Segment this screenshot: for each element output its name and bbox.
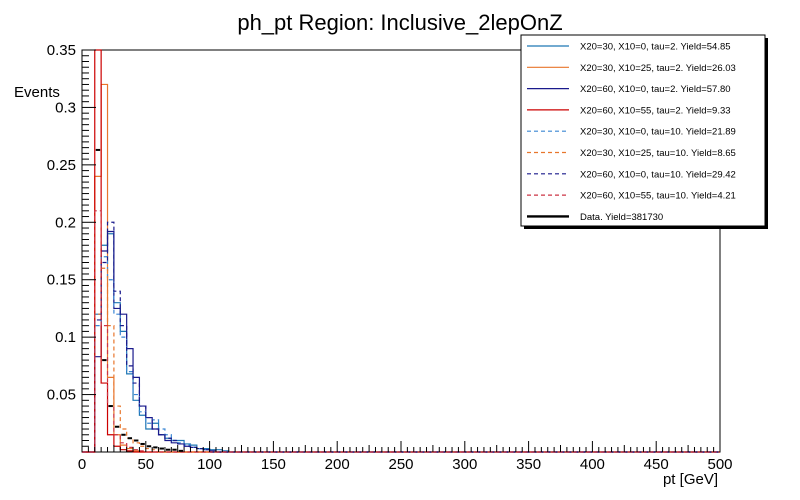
chart-title: ph_pt Region: Inclusive_2lepOnZ [237, 10, 562, 35]
x-tick-label: 350 [516, 456, 541, 473]
x-tick-label: 300 [452, 456, 477, 473]
x-tick-label: 400 [580, 456, 605, 473]
y-tick-label: 0.35 [47, 42, 76, 59]
series-8-histogram [82, 210, 720, 453]
legend-label: X20=30, X10=0, tau=2. Yield=54.85 [580, 42, 731, 53]
series-1-histogram [82, 233, 720, 453]
legend-label: X20=30, X10=25, tau=10. Yield=8.65 [580, 148, 736, 159]
data-points-layer [95, 148, 184, 452]
x-tick-label: 500 [707, 456, 732, 473]
x-tick-label: 450 [644, 456, 669, 473]
y-tick-label: 0.25 [47, 157, 76, 174]
legend-label: X20=60, X10=0, tau=10. Yield=29.42 [580, 169, 736, 180]
y-tick-label: 0.15 [47, 272, 76, 289]
legend: X20=30, X10=0, tau=2. Yield=54.85 X20=30,… [520, 34, 768, 229]
series-3-histogram [82, 230, 720, 453]
series-7-histogram [82, 221, 720, 453]
y-tick-label: 0.3 [55, 99, 76, 116]
x-axis-label: pt [GeV] [663, 471, 718, 488]
series-5-histogram [82, 256, 720, 453]
x-tick-label: 200 [325, 456, 350, 473]
x-tick-label: 100 [197, 456, 222, 473]
x-tick-label: 50 [137, 456, 154, 473]
x-tick-label: 250 [388, 456, 413, 473]
legend-label: X20=30, X10=25, tau=2. Yield=26.03 [580, 63, 736, 74]
legend-label: X20=60, X10=0, tau=2. Yield=57.80 [580, 84, 731, 95]
x-tick-label: 0 [78, 456, 86, 473]
y-axis-label: Events [14, 84, 60, 101]
y-tick-label: 0.05 [47, 387, 76, 404]
y-tick-label: 0.1 [55, 329, 76, 346]
y-tick-label: 0.2 [55, 214, 76, 231]
legend-label: Data. Yield=381730 [580, 212, 663, 223]
axes: 0 50 100 150 200 250 300 350 400 450 500 0.05 0.1 0.1… [47, 42, 733, 473]
series-6-histogram [82, 267, 720, 453]
legend-label: X20=30, X10=0, tau=10. Yield=21.89 [580, 127, 736, 138]
x-tick-label: 150 [261, 456, 286, 473]
legend-label: X20=60, X10=55, tau=2. Yield=9.33 [580, 105, 731, 116]
legend-label: X20=60, X10=55, tau=10. Yield=4.21 [580, 191, 736, 202]
